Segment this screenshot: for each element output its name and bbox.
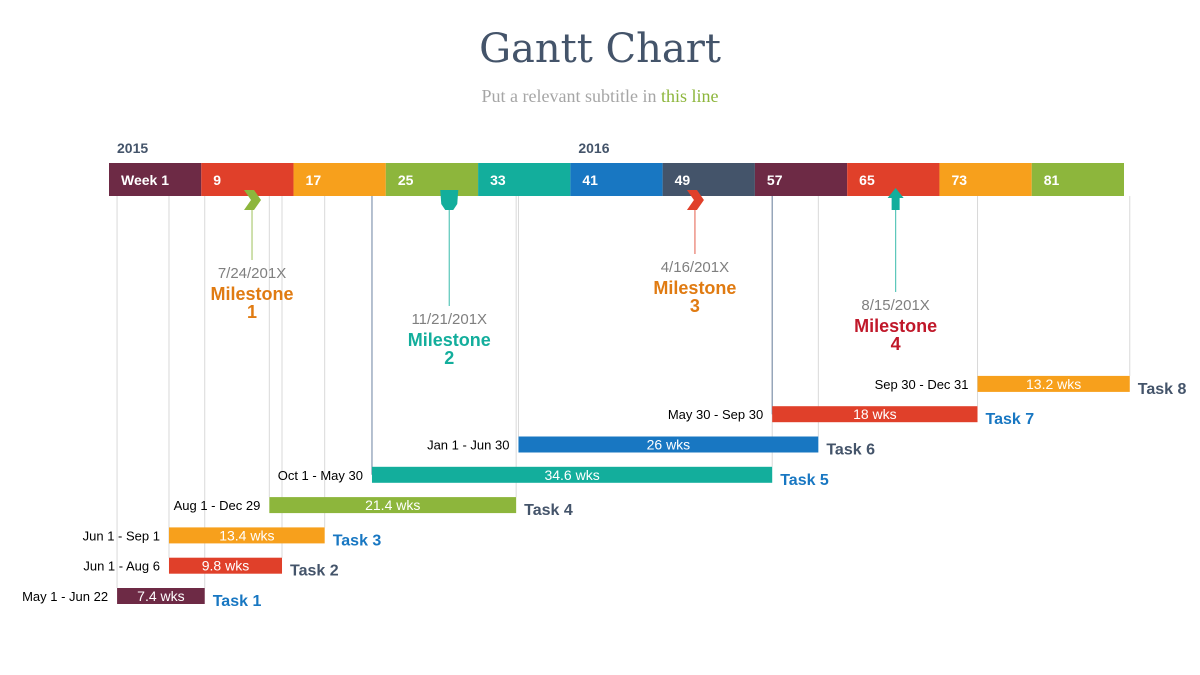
task-duration-8: 13.2 wks xyxy=(1026,376,1081,392)
task-range-2: Jun 1 - Aug 6 xyxy=(83,559,160,574)
subtitle-text: Put a relevant subtitle in xyxy=(481,86,661,106)
task-bar-4 xyxy=(269,497,517,514)
week-label-1: 9 xyxy=(213,172,221,188)
milestone-date-3: 4/16/201X xyxy=(661,259,729,276)
task-name-7: Task 7 xyxy=(986,411,1035,428)
week-segment-5 xyxy=(570,163,663,196)
week-segment-0 xyxy=(109,163,202,196)
task-duration-4: 21.4 wks xyxy=(365,497,420,513)
task-duration-1: 7.4 wks xyxy=(137,588,184,604)
week-segment-9 xyxy=(939,163,1032,196)
task-range-4: Aug 1 - Dec 29 xyxy=(174,498,261,513)
week-label-6: 49 xyxy=(675,172,691,188)
week-segment-2 xyxy=(293,163,386,196)
task-name-1: Task 1 xyxy=(213,593,262,610)
milestone-number-4: 4 xyxy=(891,334,901,354)
week-segment-7 xyxy=(754,163,848,196)
milestone-name-1: Milestone xyxy=(211,284,294,304)
task-range-6: Jan 1 - Jun 30 xyxy=(427,438,509,453)
year-label-0: 2015 xyxy=(117,140,148,156)
milestone-date-2: 11/21/201X xyxy=(411,311,487,328)
week-label-3: 25 xyxy=(398,172,414,188)
week-label-7: 57 xyxy=(767,172,783,188)
week-label-8: 65 xyxy=(859,172,875,188)
chart-title: Gantt Chart xyxy=(479,26,721,72)
subtitle-highlight: this line xyxy=(660,86,719,106)
week-axis: 2015 2016 Week 1 9 17 25 33 41 49 57 65 73 81 xyxy=(109,140,1124,196)
milestone-marker-icon-3 xyxy=(686,190,704,210)
week-label-9: 73 xyxy=(951,172,967,188)
task-duration-7: 18 wks xyxy=(853,406,897,422)
week-label-10: 81 xyxy=(1044,172,1060,188)
task-bar-8 xyxy=(977,375,1130,392)
tasks: 7.4 wks May 1 - Jun 22 Task 1 9.8 wks Jun 1 … xyxy=(22,375,1187,610)
task-duration-6: 26 wks xyxy=(647,437,691,453)
week-label-0: Week 1 xyxy=(121,172,169,188)
milestone-number-2: 2 xyxy=(444,348,454,368)
week-label-2: 17 xyxy=(306,172,322,188)
milestone-name-4: Milestone xyxy=(854,316,937,336)
year-label-1: 2016 xyxy=(578,140,609,156)
chart-subtitle: Put a relevant subtitle in this line xyxy=(0,86,1200,107)
milestone-number-1: 1 xyxy=(247,302,257,322)
task-name-5: Task 5 xyxy=(780,472,829,489)
task-range-3: Jun 1 - Sep 1 xyxy=(83,528,160,543)
task-range-5: Oct 1 - May 30 xyxy=(278,468,363,483)
week-label-4: 33 xyxy=(490,172,506,188)
task-name-6: Task 6 xyxy=(826,442,875,459)
task-bar-1 xyxy=(117,588,205,604)
task-duration-5: 34.6 wks xyxy=(544,467,599,483)
milestone-marker-icon-4 xyxy=(887,188,904,210)
week-segment-4 xyxy=(478,163,571,196)
week-label-5: 41 xyxy=(582,172,598,188)
milestone-number-3: 3 xyxy=(690,296,700,316)
milestone-date-1: 7/24/201X xyxy=(218,265,286,282)
task-duration-2: 9.8 wks xyxy=(202,558,249,574)
week-segment-10 xyxy=(1031,163,1124,196)
milestone-date-4: 8/15/201X xyxy=(861,297,929,314)
task-name-2: Task 2 xyxy=(290,563,339,580)
task-name-4: Task 4 xyxy=(524,502,573,519)
milestone-marker-icon-1 xyxy=(244,190,262,210)
task-range-8: Sep 30 - Dec 31 xyxy=(875,377,969,392)
week-segment-3 xyxy=(385,163,479,196)
task-bar-5 xyxy=(371,466,773,483)
milestone-name-2: Milestone xyxy=(408,330,491,350)
milestone-name-3: Milestone xyxy=(653,278,736,298)
task-bar-3 xyxy=(168,527,325,544)
task-range-7: May 30 - Sep 30 xyxy=(668,407,763,422)
task-bar-6 xyxy=(518,436,819,453)
week-segment-8 xyxy=(847,163,940,196)
milestone-marker-icon-2 xyxy=(440,190,459,210)
task-duration-3: 13.4 wks xyxy=(219,527,274,543)
task-bar-2 xyxy=(168,557,283,574)
task-bar-7 xyxy=(772,406,978,423)
task-name-3: Task 3 xyxy=(333,532,382,549)
task-name-8: Task 8 xyxy=(1138,381,1187,398)
task-range-1: May 1 - Jun 22 xyxy=(22,589,108,604)
week-segment-6 xyxy=(662,163,755,196)
